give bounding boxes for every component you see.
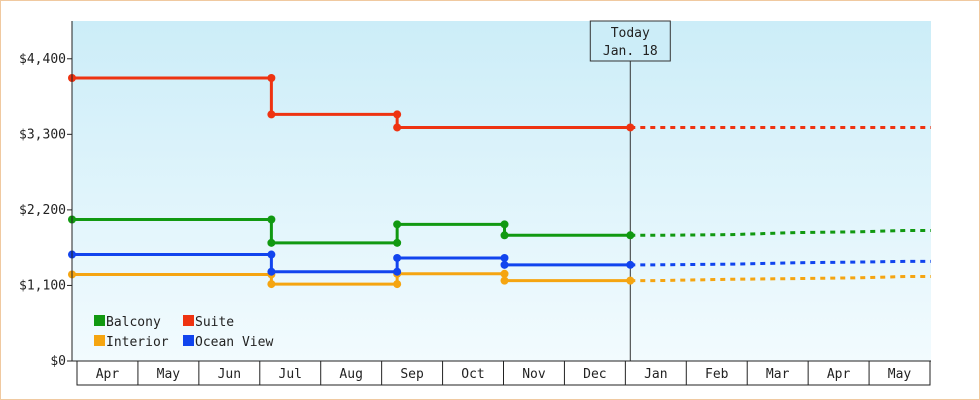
plot-background xyxy=(72,21,931,361)
x-tick-label: Feb xyxy=(705,367,729,382)
x-tick-label: Apr xyxy=(827,367,851,382)
x-tick-label: Apr xyxy=(96,367,120,382)
series-line-suite xyxy=(72,76,631,129)
data-point[interactable] xyxy=(393,123,402,132)
x-tick-label: Mar xyxy=(766,367,790,382)
x-tick-label: Jun xyxy=(218,367,241,382)
series-balcony xyxy=(68,215,931,247)
today-box xyxy=(589,20,671,62)
data-point[interactable] xyxy=(267,250,276,259)
legend-item-balcony[interactable]: Balcony xyxy=(94,315,161,330)
data-point[interactable] xyxy=(393,238,402,247)
data-point[interactable] xyxy=(267,110,276,119)
data-point[interactable] xyxy=(393,280,402,289)
data-point[interactable] xyxy=(626,231,635,240)
series-ocean-view xyxy=(68,250,931,276)
data-point[interactable] xyxy=(267,74,276,83)
x-tick-label: May xyxy=(888,367,912,382)
y-tick-label: $2,200 xyxy=(19,203,66,218)
today-date-label: Jan. 18 xyxy=(603,44,658,59)
data-point[interactable] xyxy=(500,253,509,262)
legend-label: Balcony xyxy=(106,315,161,330)
legend-label: Ocean View xyxy=(195,335,273,350)
data-point[interactable] xyxy=(500,231,509,240)
legend-label: Interior xyxy=(106,335,169,350)
legend-swatch xyxy=(183,335,194,346)
x-tick-label: Sep xyxy=(400,367,424,382)
data-point[interactable] xyxy=(626,276,635,285)
x-tick-label: Oct xyxy=(461,367,484,382)
x-tick-label: Jul xyxy=(279,367,302,382)
data-point[interactable] xyxy=(267,267,276,276)
data-point[interactable] xyxy=(393,220,402,229)
series-projection-ocean-view xyxy=(630,259,931,267)
x-tick-label: May xyxy=(157,367,181,382)
data-point[interactable] xyxy=(393,253,402,262)
data-point[interactable] xyxy=(267,238,276,247)
x-tick-label: Dec xyxy=(583,367,606,382)
y-tick-label: $0 xyxy=(50,354,66,369)
y-tick-label: $1,100 xyxy=(19,278,66,293)
data-point[interactable] xyxy=(267,280,276,289)
data-point[interactable] xyxy=(393,110,402,119)
series-projection-balcony xyxy=(630,228,931,237)
legend-swatch xyxy=(183,315,194,326)
series-suite xyxy=(68,74,931,132)
data-point[interactable] xyxy=(500,269,509,278)
legend-item-suite[interactable]: Suite xyxy=(183,315,234,330)
x-tick-label: Jan xyxy=(644,367,667,382)
legend-item-interior[interactable]: Interior xyxy=(94,335,169,350)
data-point[interactable] xyxy=(500,276,509,285)
x-tick-label: Nov xyxy=(522,367,546,382)
y-tick-label: $4,400 xyxy=(19,52,66,67)
data-point[interactable] xyxy=(267,215,276,224)
data-point[interactable] xyxy=(626,123,635,132)
series-projection-interior xyxy=(630,275,931,283)
y-tick-label: $3,300 xyxy=(19,127,66,142)
data-point[interactable] xyxy=(626,260,635,269)
data-point[interactable] xyxy=(393,267,402,276)
legend-swatch xyxy=(94,335,105,346)
legend-swatch xyxy=(94,315,105,326)
data-point[interactable] xyxy=(500,260,509,269)
legend-label: Suite xyxy=(195,315,234,330)
data-point[interactable] xyxy=(500,220,509,229)
today-label: Today xyxy=(611,26,650,41)
legend-item-ocean-view[interactable]: Ocean View xyxy=(183,335,273,350)
x-tick-label: Aug xyxy=(339,367,362,382)
